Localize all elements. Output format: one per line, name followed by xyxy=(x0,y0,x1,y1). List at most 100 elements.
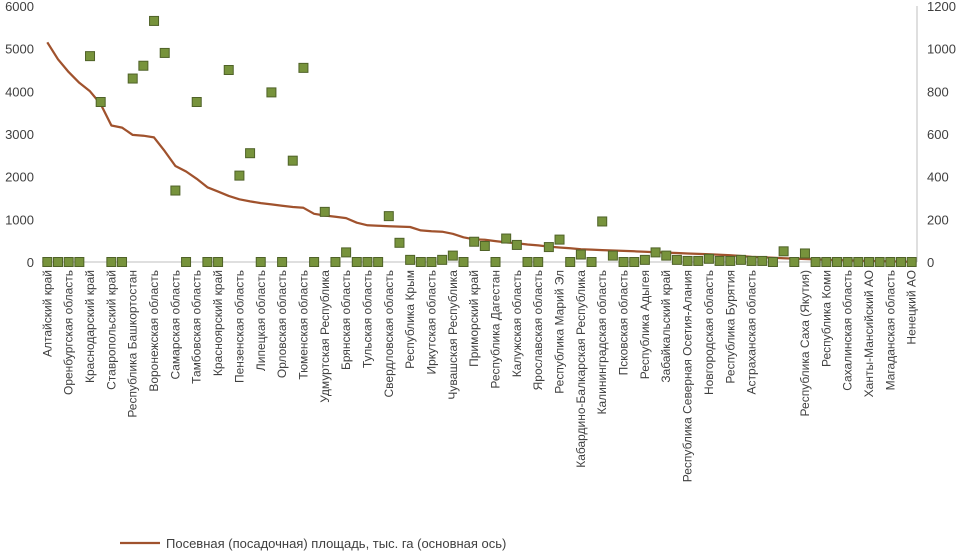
x-tick-label: Пензенская область xyxy=(232,270,246,383)
scatter-point xyxy=(373,257,384,267)
y-tick-label: 5000 xyxy=(5,42,34,57)
x-tick-label: Магаданская область xyxy=(883,270,897,390)
y-tick-label: 0 xyxy=(27,255,34,270)
scatter-point xyxy=(95,97,106,107)
x-tick-label: Самарская область xyxy=(168,270,182,380)
scatter-point xyxy=(821,257,832,267)
x-tick-label: Республика Коми xyxy=(819,270,833,367)
x-tick-label: Республика Башкортостан xyxy=(126,270,140,418)
scatter-point xyxy=(447,250,458,261)
scatter-point xyxy=(863,257,874,267)
x-tick-label: Алтайский край xyxy=(40,270,54,357)
scatter-point xyxy=(149,15,160,26)
scatter-point xyxy=(575,249,586,260)
scatter-point xyxy=(767,257,778,267)
x-tick-label: Республика Бурятия xyxy=(723,270,737,384)
x-tick-label: Липецкая область xyxy=(254,270,268,371)
y2-tick-label: 1000 xyxy=(927,42,956,57)
series-line-sown-area xyxy=(46,41,912,263)
scatter-point xyxy=(565,257,576,267)
scatter-point xyxy=(799,248,810,259)
scatter-point xyxy=(234,170,245,181)
scatter-point xyxy=(330,257,341,267)
x-tick-label: Тюменская область xyxy=(296,270,310,380)
scatter-point xyxy=(757,255,768,266)
x-tick-label: Псковская область xyxy=(617,270,631,375)
x-tick-label: Астраханская область xyxy=(745,270,759,394)
scatter-point xyxy=(266,87,277,98)
scatter-point xyxy=(895,257,906,267)
scatter-point xyxy=(661,250,672,261)
x-tick-label: Забайкальский край xyxy=(659,270,673,383)
y2-tick-label: 200 xyxy=(927,212,949,227)
scatter-point xyxy=(106,257,117,267)
scatter-point xyxy=(618,257,629,267)
y2-tick-label: 1200 xyxy=(927,0,956,14)
x-tick-label: Иркутская область xyxy=(424,270,438,375)
scatter-point xyxy=(63,257,74,267)
scatter-point xyxy=(181,257,192,267)
scatter-point xyxy=(693,255,704,266)
scatter-point xyxy=(511,239,522,250)
scatter-point xyxy=(746,255,757,266)
x-tick-label: Республика Крым xyxy=(403,270,417,369)
y2-tick-label: 400 xyxy=(927,170,949,185)
x-tick-label: Краснодарский край xyxy=(83,270,97,383)
scatter-point xyxy=(853,257,864,267)
scatter-point xyxy=(597,216,608,227)
scatter-point xyxy=(714,255,725,266)
x-tick-label: Ярославская область xyxy=(531,270,545,390)
scatter-point xyxy=(202,257,213,267)
scatter-point xyxy=(554,234,565,245)
scatter-point xyxy=(319,206,330,217)
scatter-point xyxy=(351,257,362,267)
scatter-point xyxy=(426,257,437,267)
scatter-point xyxy=(533,257,544,267)
scatter-point xyxy=(117,257,128,267)
y-tick-label: 4000 xyxy=(5,84,34,99)
scatter-point xyxy=(85,51,96,62)
scatter-point xyxy=(607,250,618,261)
scatter-point xyxy=(42,257,53,267)
scatter-point xyxy=(778,246,789,257)
scatter-point xyxy=(394,237,405,248)
scatter-point xyxy=(159,47,170,58)
scatter-point xyxy=(629,257,640,267)
scatter-point xyxy=(415,257,426,267)
x-tick-label: Ханты-Мансийский АО xyxy=(862,270,876,397)
scatter-point xyxy=(362,257,373,267)
y2-tick-label: 0 xyxy=(927,255,934,270)
scatter-point xyxy=(522,257,533,267)
x-tick-label: Республика Северная Осетия-Алания xyxy=(681,270,695,482)
scatter-point xyxy=(810,257,821,267)
y-tick-label: 3000 xyxy=(5,127,34,142)
scatter-point xyxy=(906,257,917,267)
scatter-point xyxy=(831,257,842,267)
scatter-point xyxy=(287,155,298,166)
scatter-point xyxy=(245,148,256,159)
scatter-point xyxy=(479,241,490,251)
x-tick-label: Красноярский край xyxy=(211,270,225,376)
x-tick-label: Тульская область xyxy=(360,270,374,368)
y2-tick-label: 800 xyxy=(927,84,949,99)
x-tick-label: Тамбовская область xyxy=(190,270,204,384)
scatter-point xyxy=(885,257,896,267)
scatter-point xyxy=(437,254,448,265)
x-tick-label: Свердловская область xyxy=(382,270,396,397)
scatter-point xyxy=(789,257,800,267)
scatter-point xyxy=(213,257,224,267)
scatter-point xyxy=(874,257,885,267)
x-tick-label: Республика Саха (Якутия) xyxy=(798,270,812,416)
x-tick-label: Калининградская область xyxy=(595,270,609,415)
scatter-point xyxy=(223,65,234,75)
scatter-point xyxy=(277,257,288,267)
scatter-point xyxy=(682,255,693,266)
scatter-point xyxy=(469,236,480,247)
x-tick-label: Новгородская область xyxy=(702,270,716,395)
x-tick-label: Республика Марий Эл xyxy=(553,270,567,394)
y2-tick-label: 600 xyxy=(927,127,949,142)
x-tick-label: Чувашская Республика xyxy=(446,270,460,400)
x-tick-label: Воронежская область xyxy=(147,270,161,392)
y-tick-label: 1000 xyxy=(5,212,34,227)
